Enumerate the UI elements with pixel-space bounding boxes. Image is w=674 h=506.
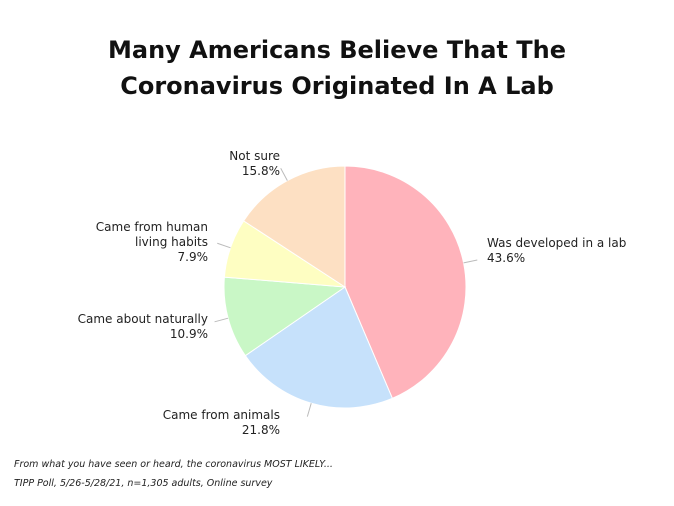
value-label: 7.9% (177, 250, 209, 264)
pie-slice (344, 165, 467, 400)
category-label: Not sure (229, 149, 280, 163)
value-label: 43.6% (487, 251, 526, 265)
category-label: Came from animals (162, 408, 280, 422)
slice-label: Was developed in a lab 43.6% (487, 236, 627, 266)
category-label: Was developed in a lab (487, 236, 627, 250)
category-label: Came from human living habits (95, 220, 208, 249)
leader-line (463, 259, 478, 264)
leader-line (217, 242, 231, 249)
value-label: 21.8% (241, 423, 280, 437)
leader-line (214, 317, 229, 323)
pie-slice (244, 286, 394, 409)
slice-label: Not sure 15.8% (140, 149, 280, 179)
slice-label: Came from animals 21.8% (140, 408, 280, 438)
note: TIPP Poll, 5/26-5/28/21, n=1,305 adults,… (14, 478, 273, 489)
note: From what you have seen or heard, the co… (14, 459, 333, 470)
category-label: Came about naturally (77, 312, 208, 326)
leader-line (280, 168, 288, 181)
value-label: 10.9% (169, 327, 208, 341)
value-label: 15.8% (241, 164, 280, 178)
slice-label: Came from human living habits 7.9% (60, 220, 208, 265)
leader-line (306, 403, 312, 417)
chart-title: Many Americans Believe That The Coronavi… (107, 36, 567, 100)
slice-label: Came about naturally 10.9% (40, 312, 208, 342)
